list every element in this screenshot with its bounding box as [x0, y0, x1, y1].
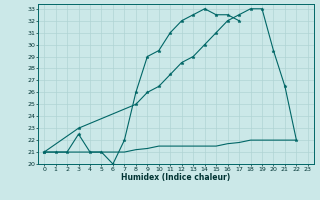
- X-axis label: Humidex (Indice chaleur): Humidex (Indice chaleur): [121, 173, 231, 182]
